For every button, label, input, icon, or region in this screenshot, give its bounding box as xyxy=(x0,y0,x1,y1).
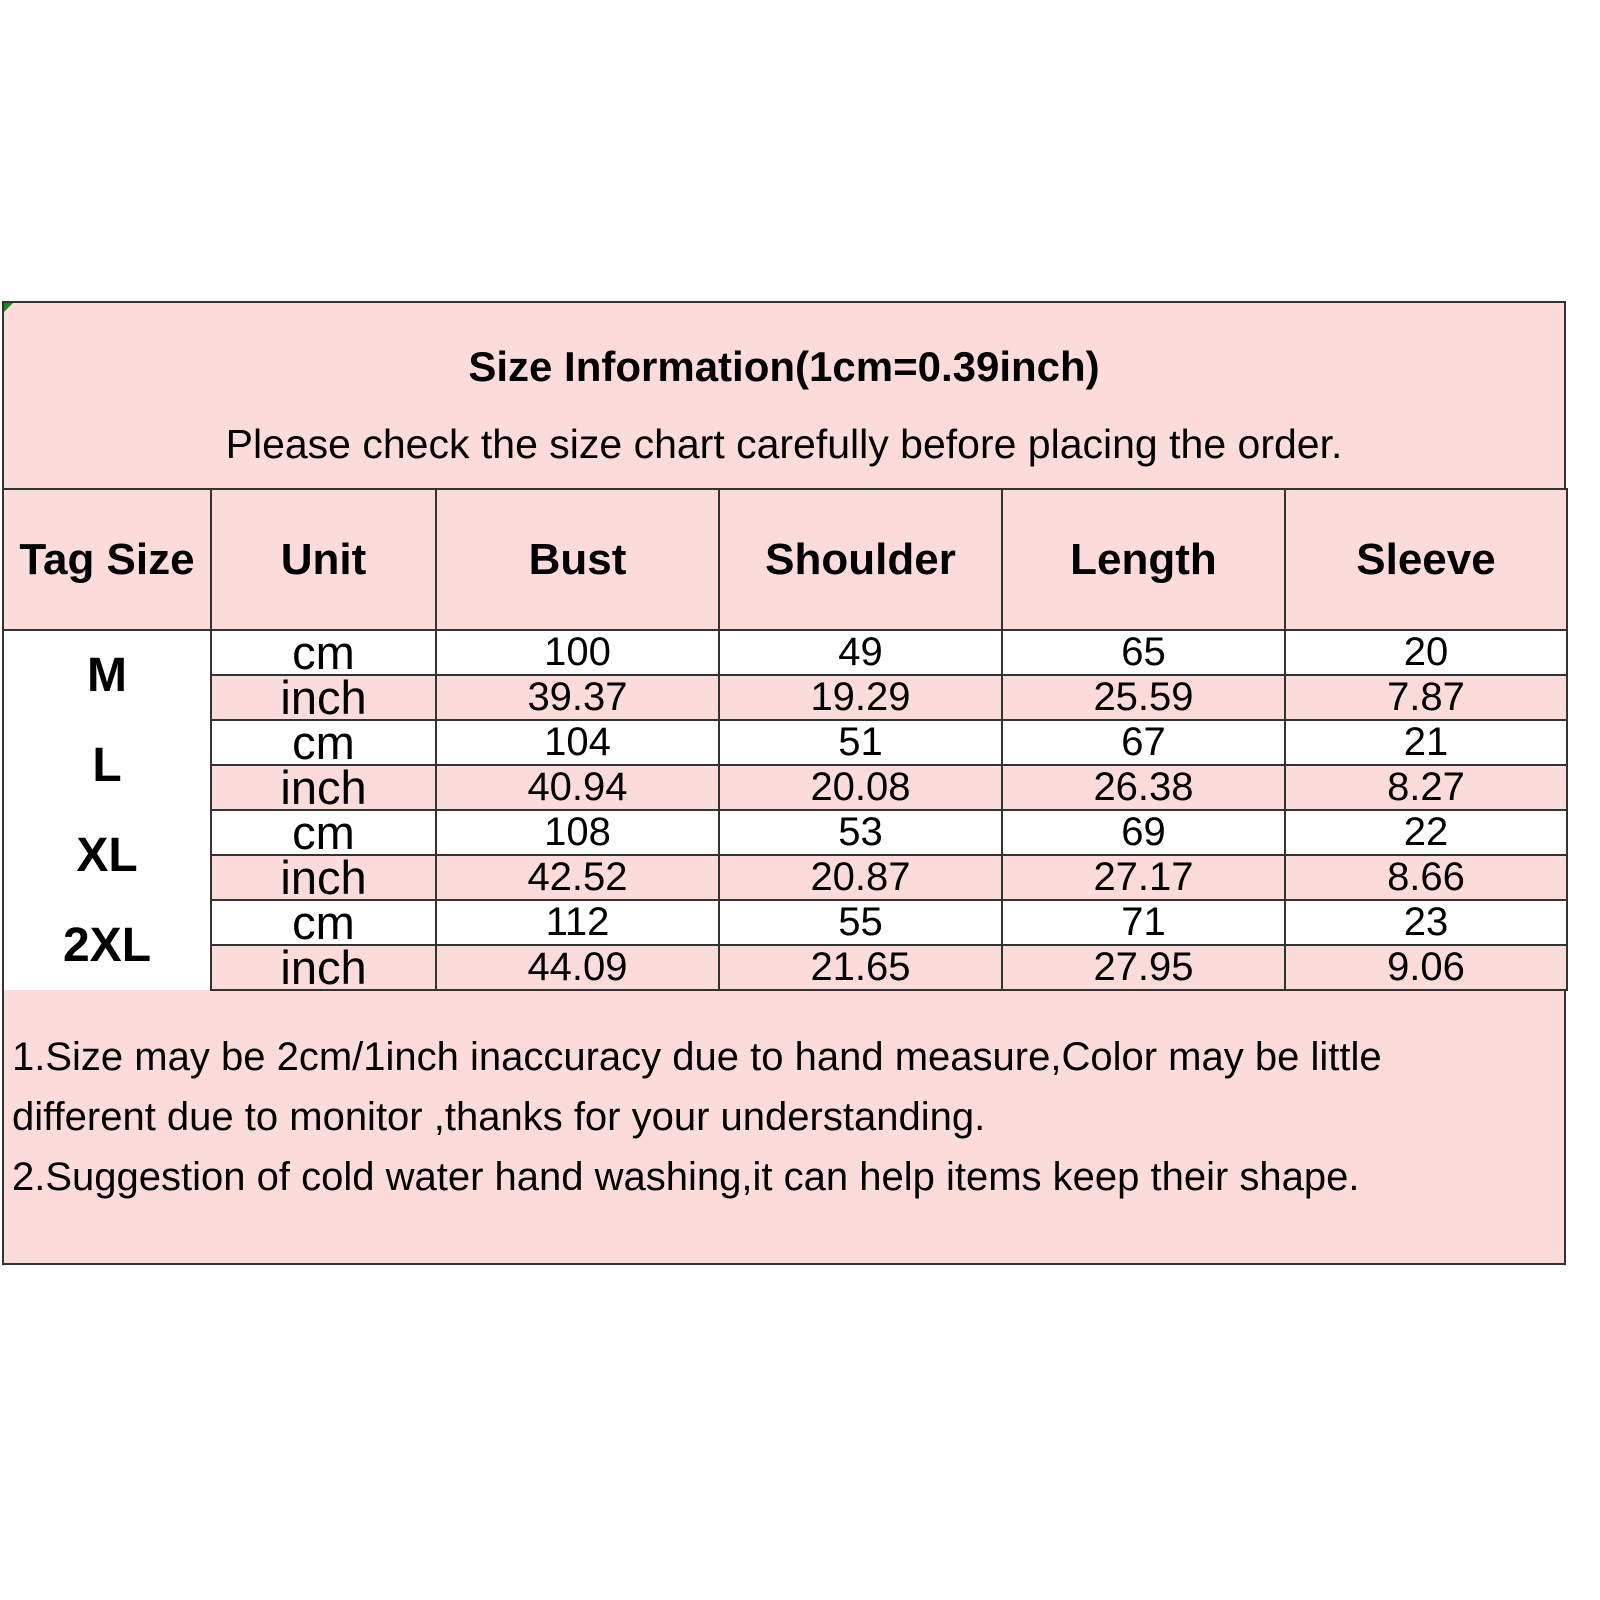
sleeve-cell: 23 xyxy=(1284,899,1568,946)
unit-cell: cm xyxy=(210,899,437,946)
sleeve-cell: 9.06 xyxy=(1284,944,1568,991)
tag-size-cell: XL xyxy=(2,810,212,900)
bust-cell: 104 xyxy=(435,719,720,766)
shoulder-cell: 51 xyxy=(718,719,1003,766)
table-row: inch 40.94 20.08 26.38 8.27 xyxy=(3,764,1568,811)
shoulder-cell: 49 xyxy=(718,629,1003,676)
shoulder-cell: 19.29 xyxy=(718,674,1003,721)
attention-notes: Attention: 1.Size may be 2cm/1inch inacc… xyxy=(4,1005,1564,1263)
unit-cell: inch xyxy=(210,854,437,901)
table-row: XL cm 108 53 69 22 xyxy=(2,809,1568,900)
unit-cell: inch xyxy=(210,764,437,811)
table-row: 2XL cm 112 55 71 23 xyxy=(2,899,1568,990)
bust-cell: 40.94 xyxy=(435,764,720,811)
size-chart: Size Information(1cm=0.39inch) Please ch… xyxy=(2,301,1568,1265)
sleeve-cell: 8.27 xyxy=(1284,764,1568,811)
shoulder-cell: 55 xyxy=(718,899,1003,946)
unit-cell: cm xyxy=(210,719,437,766)
sleeve-cell: 20 xyxy=(1284,629,1568,676)
header-unit: Unit xyxy=(210,488,437,631)
unit-cell: inch xyxy=(210,944,437,991)
header-row: Tag Size Unit Bust Shoulder Length Sleev… xyxy=(2,488,1568,631)
header-length: Length xyxy=(1001,488,1286,631)
length-cell: 25.59 xyxy=(1001,674,1286,721)
header-shoulder: Shoulder xyxy=(718,488,1003,631)
cell-corner-marker xyxy=(4,303,13,312)
length-cell: 26.38 xyxy=(1001,764,1286,811)
table-row: inch 42.52 20.87 27.17 8.66 xyxy=(3,854,1568,901)
shoulder-cell: 53 xyxy=(718,809,1003,856)
sleeve-cell: 21 xyxy=(1284,719,1568,766)
header-bust: Bust xyxy=(435,488,720,631)
attention-body: 1.Size may be 2cm/1inch inaccuracy due t… xyxy=(12,1035,1382,1199)
sleeve-cell: 8.66 xyxy=(1284,854,1568,901)
table-row: inch 39.37 19.29 25.59 7.87 xyxy=(3,674,1568,721)
unit-cell: inch xyxy=(210,674,437,721)
size-table: Tag Size Unit Bust Shoulder Length Sleev… xyxy=(2,488,1568,991)
unit-cell: cm xyxy=(210,629,437,676)
length-cell: 27.95 xyxy=(1001,944,1286,991)
table-row: inch 44.09 21.65 27.95 9.06 xyxy=(3,944,1568,991)
tag-size-cell: 2XL xyxy=(2,900,212,990)
chart-subtitle: Please check the size chart carefully be… xyxy=(225,421,1343,467)
length-cell: 27.17 xyxy=(1001,854,1286,901)
bust-cell: 44.09 xyxy=(435,944,720,991)
bust-cell: 39.37 xyxy=(435,674,720,721)
bust-cell: 100 xyxy=(435,629,720,676)
unit-cell: cm xyxy=(210,809,437,856)
tag-size-cell: L xyxy=(2,720,212,810)
bust-cell: 112 xyxy=(435,899,720,946)
length-cell: 67 xyxy=(1001,719,1286,766)
attention-heading: Attention: xyxy=(12,1005,181,1021)
header-tag-size: Tag Size xyxy=(2,488,212,631)
header-sleeve: Sleeve xyxy=(1284,488,1568,631)
shoulder-cell: 20.08 xyxy=(718,764,1003,811)
tag-size-cell: M xyxy=(2,630,212,720)
length-cell: 71 xyxy=(1001,899,1286,946)
sleeve-cell: 22 xyxy=(1284,809,1568,856)
bust-cell: 42.52 xyxy=(435,854,720,901)
sleeve-cell: 7.87 xyxy=(1284,674,1568,721)
length-cell: 69 xyxy=(1001,809,1286,856)
chart-title: Size Information(1cm=0.39inch) xyxy=(468,343,1100,390)
shoulder-cell: 20.87 xyxy=(718,854,1003,901)
length-cell: 65 xyxy=(1001,629,1286,676)
shoulder-cell: 21.65 xyxy=(718,944,1003,991)
bust-cell: 108 xyxy=(435,809,720,856)
